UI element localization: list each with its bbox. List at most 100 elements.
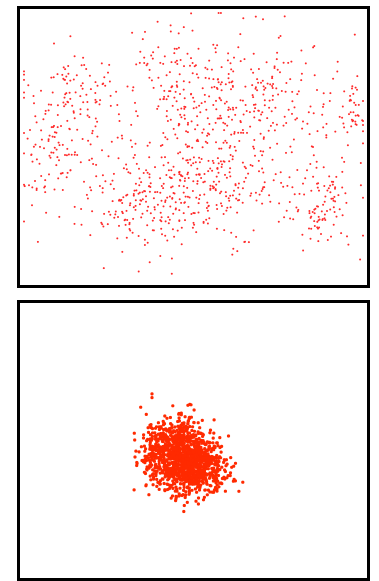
scatter-point [208, 460, 212, 464]
scatter-point [283, 15, 286, 18]
scatter-point [181, 458, 185, 462]
scatter-point [259, 132, 262, 135]
scatter-point [174, 485, 178, 489]
scatter-point [158, 445, 162, 449]
scatter-point [263, 104, 266, 107]
scatter-point [188, 479, 192, 483]
scatter-point [174, 448, 178, 452]
scatter-point [167, 169, 170, 172]
scatter-point [76, 128, 79, 131]
scatter-point [249, 164, 252, 166]
scatter-point [302, 249, 305, 252]
scatter-point [322, 103, 325, 106]
scatter-point [186, 131, 189, 134]
scatter-point [183, 117, 186, 120]
scatter-point [317, 205, 319, 208]
scatter-point [265, 61, 268, 64]
scatter-point [215, 86, 218, 89]
scatter-point [69, 97, 72, 100]
scatter-point [317, 215, 320, 218]
scatter-point [71, 104, 74, 107]
scatter-point [226, 434, 231, 438]
scatter-point [52, 126, 55, 128]
scatter-point [243, 165, 246, 168]
scatter-point [109, 183, 112, 186]
scatter-point [324, 219, 327, 221]
scatter-point [140, 458, 144, 463]
scatter-point [44, 112, 47, 115]
scatter-point [362, 196, 364, 199]
scatter-point [103, 76, 106, 79]
scatter-point [354, 120, 357, 123]
scatter-point [198, 426, 202, 430]
scatter-point [149, 212, 152, 215]
scatter-point [313, 220, 316, 223]
scatter-point [275, 87, 278, 90]
scatter-point [310, 227, 313, 230]
scatter-point [198, 104, 201, 107]
scatter-point [183, 415, 187, 419]
scatter-point [332, 223, 335, 226]
scatter-point [194, 64, 197, 67]
scatter-point [69, 169, 72, 172]
scatter-point [191, 29, 194, 32]
scatter-point [86, 114, 89, 117]
scatter-point [203, 180, 206, 183]
scatter-point [109, 104, 112, 107]
scatter-point [295, 206, 298, 209]
scatter-point [346, 131, 349, 134]
scatter-point [102, 82, 105, 85]
scatter-point [268, 106, 271, 109]
scatter-point [33, 102, 35, 105]
scatter-point [257, 159, 260, 162]
scatter-point [153, 206, 156, 209]
scatter-point [228, 471, 233, 475]
scatter-point [196, 115, 199, 118]
scatter-point [63, 78, 66, 81]
scatter-point [329, 184, 332, 187]
scatter-point [145, 195, 147, 198]
scatter-point [271, 98, 274, 101]
scatter-point [156, 480, 160, 484]
scatter-point [224, 191, 227, 194]
scatter-point [182, 509, 186, 514]
scatter-point [233, 131, 236, 133]
scatter-point [154, 425, 159, 429]
scatter-point [244, 167, 247, 170]
scatter-point [157, 105, 160, 108]
scatter-point [229, 108, 232, 111]
scatter-point [206, 209, 209, 212]
scatter-point [82, 56, 85, 59]
scatter-point [234, 149, 237, 152]
scatter-point [251, 94, 254, 97]
scatter-point [187, 121, 189, 124]
scatter-point [52, 76, 55, 79]
scatter-point [162, 164, 165, 167]
scatter-point [109, 94, 112, 97]
scatter-point [167, 216, 170, 219]
scatter-point [206, 117, 209, 120]
scatter-point [59, 172, 62, 175]
scatter-point [262, 171, 265, 174]
scatter-point [322, 105, 324, 108]
scatter-point [192, 474, 196, 478]
scatter-point [191, 190, 194, 192]
scatter-point [118, 120, 121, 122]
scatter-point [159, 98, 162, 101]
scatter-point [121, 250, 124, 253]
scatter-point [181, 441, 185, 445]
scatter-point [332, 77, 335, 80]
scatter-point [188, 145, 191, 148]
scatter-point [357, 103, 360, 106]
scatter-point [211, 490, 215, 494]
scatter-point [152, 229, 155, 232]
scatter-point [222, 141, 225, 144]
scatter-point [86, 101, 89, 103]
scatter-point [149, 426, 153, 430]
scatter-point [336, 60, 339, 63]
scatter-point [284, 90, 287, 93]
scatter-point [53, 146, 56, 149]
scatter-point [101, 149, 103, 152]
scatter-point [116, 237, 119, 240]
scatter-point [343, 160, 346, 163]
